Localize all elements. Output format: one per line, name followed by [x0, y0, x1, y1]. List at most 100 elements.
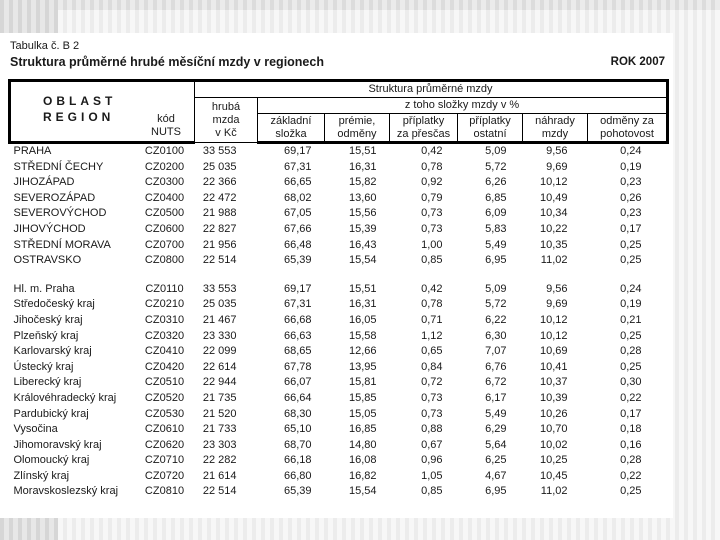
base-component: 67,31 [283, 160, 312, 173]
gross-wage: 22 514 [202, 485, 237, 498]
region-name: Liberecký kraj [13, 376, 82, 389]
overtime-supplements: 0,73 [421, 407, 443, 420]
other-supplements: 5,83 [485, 222, 507, 235]
bonuses: 16,08 [348, 454, 377, 467]
bonuses: 15,54 [348, 254, 377, 267]
region-name: Jihomoravský kraj [13, 438, 102, 451]
gross-wage: 21 735 [202, 391, 237, 404]
bonuses: 15,58 [348, 329, 377, 342]
year-label: ROK 2007 [610, 56, 665, 68]
wage-compensations: 10,12 [539, 176, 568, 189]
nuts-code: CZ0810 [144, 485, 185, 498]
bonuses: 15,05 [348, 407, 377, 420]
content-panel: Tabulka č. B 2 Struktura průměrné hrubé … [0, 33, 673, 518]
table-row: PRAHA CZ0100 33 553 69,17 15,51 0,42 5,09 9,56 0… [10, 143, 668, 160]
region-line: REGION [43, 110, 115, 124]
kod-nuts-label: kód NUTS [151, 113, 181, 139]
region-name: SEVEROVÝCHOD [13, 207, 107, 220]
overtime-supplements: 0,79 [421, 191, 443, 204]
standby-pay: 0,17 [620, 407, 642, 420]
base-component: 67,05 [283, 207, 312, 220]
region-name: Vysočina [13, 423, 58, 436]
region-name: SEVEROZÁPAD [13, 191, 96, 204]
table-row: Středočeský kraj CZ0210 25 035 67,31 16,31 0,… [10, 297, 668, 313]
nuts-code: CZ0530 [144, 407, 185, 420]
table-row: STŘEDNÍ MORAVA CZ0700 21 956 66,48 16,43 1,00… [10, 238, 668, 254]
overtime-supplements: 1,05 [421, 469, 443, 482]
region-name: Jihočeský kraj [13, 313, 83, 326]
gross-wage: 23 330 [202, 329, 237, 342]
gross-wage: 25 035 [202, 298, 237, 311]
nuts-code: CZ0710 [144, 454, 185, 467]
bonuses: 15,81 [348, 376, 377, 389]
nuts-code: CZ0420 [144, 360, 185, 373]
region-name: Moravskoslezský kraj [13, 485, 119, 498]
base-component: 65,39 [283, 485, 312, 498]
nuts-code: CZ0300 [144, 176, 185, 189]
gross-wage: 21 614 [202, 469, 237, 482]
standby-pay: 0,24 [620, 282, 642, 295]
wage-compensations: 10,22 [539, 222, 568, 235]
component-column-headers: základní složka prémie, odměny příplatky za p… [10, 113, 670, 144]
base-component: 66,07 [283, 376, 312, 389]
base-component: 66,48 [283, 238, 312, 251]
region-name: JIHOZÁPAD [13, 176, 75, 189]
region-name: Královéhradecký kraj [13, 391, 117, 404]
other-supplements: 4,67 [485, 469, 507, 482]
standby-pay: 0,25 [620, 329, 642, 342]
overtime-supplements: 0,88 [421, 423, 443, 436]
region-name: Pardubický kraj [13, 407, 89, 420]
overtime-supplements: 0,85 [421, 254, 443, 267]
title-row: Struktura průměrné hrubé měsíční mzdy v … [10, 54, 665, 70]
overtime-supplements: 0,96 [421, 454, 443, 467]
other-supplements: 6,17 [485, 391, 507, 404]
base-component: 67,66 [283, 222, 312, 235]
region-name: Olomoucký kraj [13, 454, 90, 467]
base-component: 69,17 [283, 145, 312, 157]
overtime-supplements: 0,73 [421, 207, 443, 220]
gross-wage: 33 553 [202, 144, 237, 157]
table-body: PRAHA CZ0100 33 553 69,17 15,51 0,42 5,09 9,56 0… [10, 143, 668, 501]
standby-pay: 0,18 [620, 423, 642, 436]
bonuses: 13,95 [348, 360, 377, 373]
wage-compensations: 9,56 [546, 282, 568, 295]
hruba-line3: v Kč [215, 126, 237, 139]
standby-pay-header: odměny za pohotovost [586, 113, 670, 144]
gross-wage: 22 827 [202, 222, 237, 235]
other-supplements: 6,95 [485, 254, 507, 267]
standby-pay: 0,26 [620, 191, 642, 204]
nuts-code: CZ0400 [144, 191, 185, 204]
wage-compensations: 10,37 [539, 376, 568, 389]
base-component-header: základní složka [257, 113, 325, 144]
other-supplements: 6,76 [485, 360, 507, 373]
region-header-cell: OBLAST REGION kód NUTS [8, 79, 195, 144]
overtime-supplements: 0,73 [421, 391, 443, 404]
group-separator-cell [10, 269, 668, 282]
nuts-code: CZ0100 [144, 145, 185, 157]
table-row: OSTRAVSKO CZ0800 22 514 65,39 15,54 0,85 6,95 1… [10, 253, 668, 269]
wage-compensations: 10,45 [539, 469, 568, 482]
bonuses: 16,31 [348, 160, 377, 173]
stripe-band-top [0, 0, 720, 10]
other-supplements: 7,07 [485, 345, 507, 358]
gross-wage: 21 733 [202, 423, 237, 436]
base-component: 66,68 [283, 313, 312, 326]
bonuses: 15,54 [348, 485, 377, 498]
overtime-supplements: 0,78 [421, 298, 443, 311]
standby-pay: 0,19 [620, 298, 642, 311]
hruba-line2: mzda [212, 113, 240, 126]
other-supplements: 5,09 [485, 145, 507, 157]
table-row: Plzeňský kraj CZ0320 23 330 66,63 15,58 1,12 6… [10, 329, 668, 345]
other-supplements: 5,64 [485, 438, 507, 451]
wage-compensations: 9,56 [546, 145, 568, 157]
table-row: Jihomoravský kraj CZ0620 23 303 68,70 14,80 0… [10, 438, 668, 454]
base-component: 66,63 [283, 329, 312, 342]
wage-compensations-header: náhrady mzdy [522, 113, 588, 144]
overtime-supplements: 0,78 [421, 160, 443, 173]
wage-compensations: 10,12 [539, 329, 568, 342]
gross-wage: 22 472 [202, 191, 237, 204]
region-name: Středočeský kraj [13, 298, 95, 311]
other-supplements: 5,49 [485, 407, 507, 420]
region-name: Karlovarský kraj [13, 345, 92, 358]
wage-compensations: 10,69 [539, 345, 568, 358]
